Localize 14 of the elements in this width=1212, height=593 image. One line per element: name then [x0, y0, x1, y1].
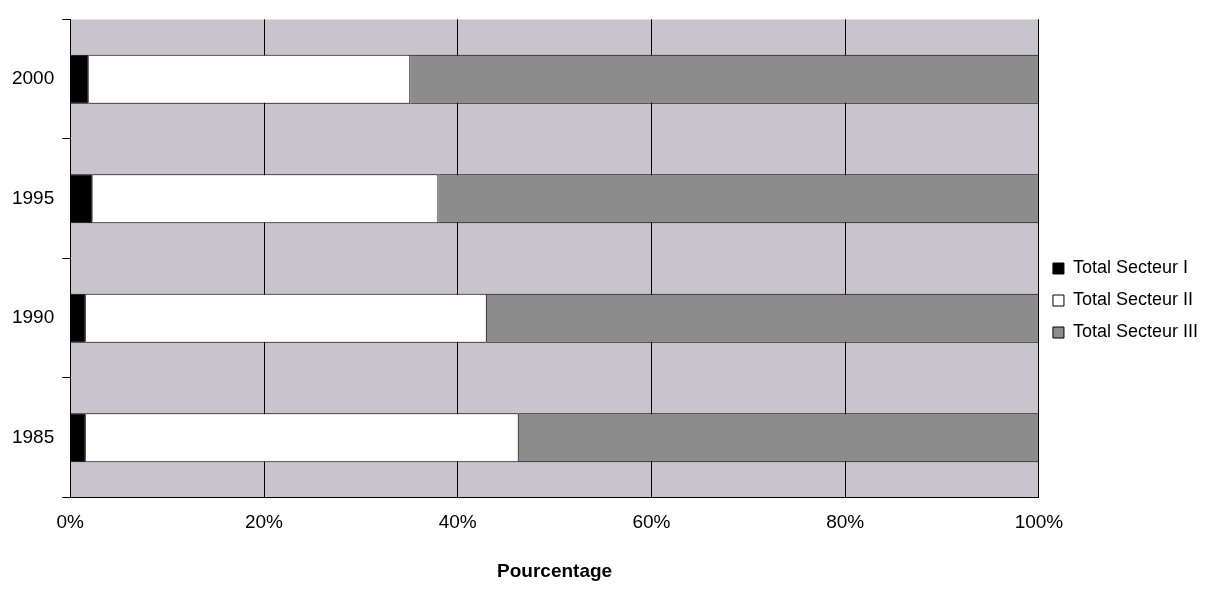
legend-label: Total Secteur III [1072, 321, 1198, 342]
y-tick-label: 1995 [11, 186, 55, 208]
x-tick-label: 0% [56, 511, 85, 533]
x-tick-label: 40% [438, 511, 477, 533]
y-tick-label: 1990 [11, 306, 55, 328]
legend-label: Total Secteur I [1072, 257, 1188, 278]
y-tick-label: 2000 [11, 67, 55, 89]
x-tick-label: 80% [826, 511, 865, 533]
x-tick-label: 100% [1014, 511, 1064, 533]
y-tick-label: 1985 [11, 425, 55, 447]
x-tick-label: 60% [632, 511, 671, 533]
legend-label: Total Secteur II [1072, 289, 1193, 310]
x-tick-label: 20% [244, 511, 284, 533]
x-axis-title: Pourcentage [497, 559, 613, 581]
